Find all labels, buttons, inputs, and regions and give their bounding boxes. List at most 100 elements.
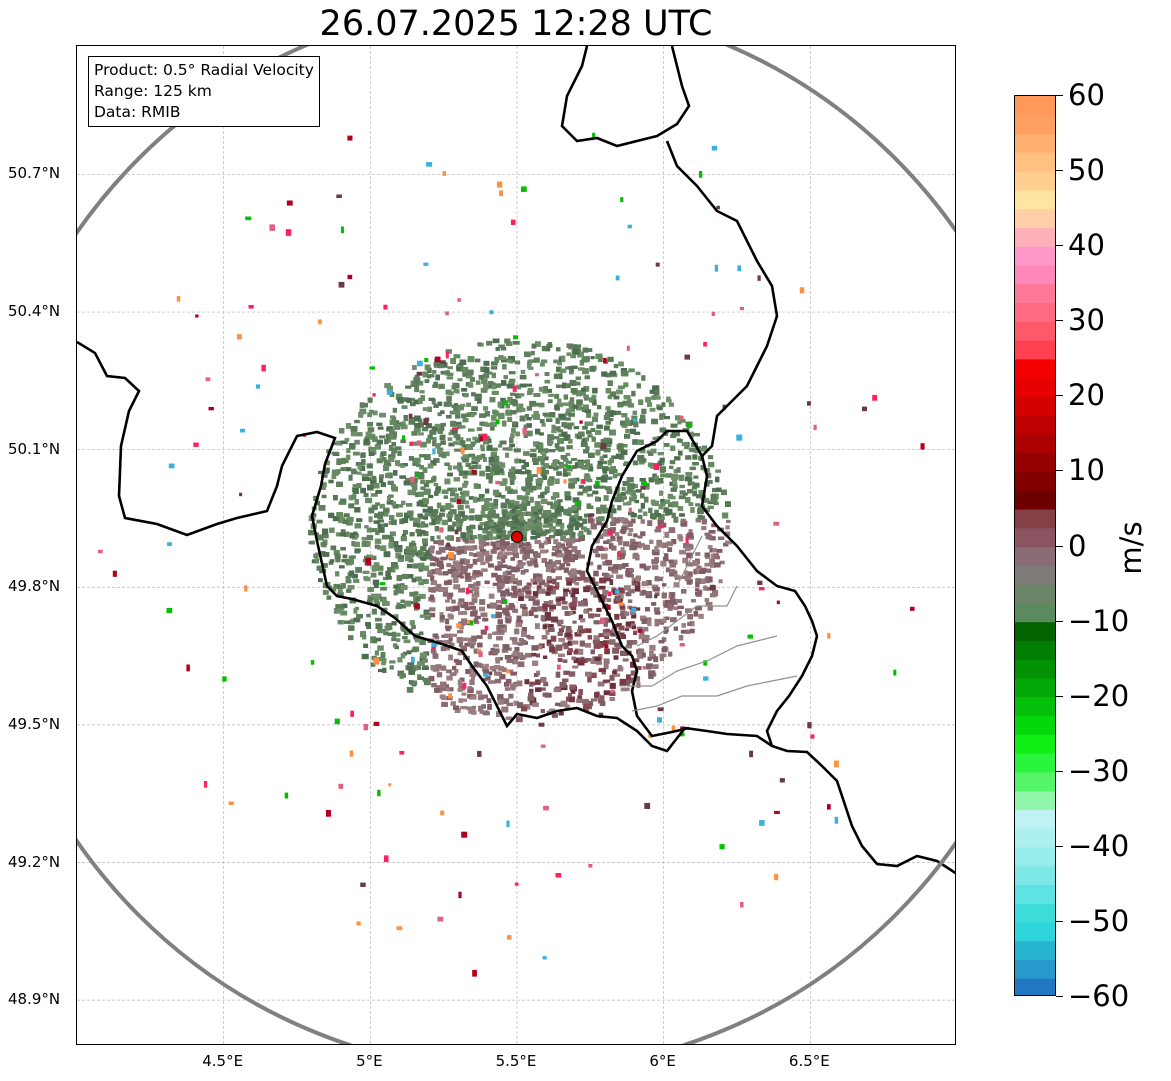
colorbar-tick-mark [1056,770,1063,772]
colorbar-segment [1015,171,1055,191]
colorbar-tick-mark [1056,470,1063,472]
radar-echo-field [98,132,925,977]
colorbar-segment [1015,302,1055,322]
national-border-south [77,340,955,875]
colorbar-tick-mark [1056,245,1063,247]
lat-tick-label: 50.7°N [8,164,61,183]
colorbar-label: m/s [1114,521,1148,575]
lat-tick-label: 49.2°N [8,852,61,871]
colorbar-segment [1015,189,1055,210]
colorbar-tick-label: −10 [1068,603,1130,638]
colorbar-tick-label: 30 [1068,303,1105,338]
colorbar-segment [1015,621,1055,641]
colorbar-segment [1015,584,1055,604]
info-source: Data: RMIB [94,103,181,121]
colorbar-tick-label: 40 [1068,228,1105,263]
lon-tick-label: 6.5°E [788,1052,830,1070]
colorbar-segment [1015,114,1055,135]
colorbar-tick-label: −20 [1068,678,1130,713]
colorbar-segment [1015,715,1055,735]
colorbar-segment [1015,433,1055,454]
colorbar-segment [1015,602,1055,623]
colorbar-segment [1015,752,1055,773]
colorbar-tick-mark [1056,170,1063,172]
colorbar-segment [1015,377,1055,397]
colorbar-segment [1015,471,1055,491]
colorbar-tick-mark [1056,95,1063,96]
colorbar-tick-label: −30 [1068,753,1130,788]
national-border-east [585,140,779,738]
colorbar-segment [1015,546,1055,566]
colorbar-segment [1015,508,1055,529]
colorbar-segment [1015,415,1055,435]
colorbar-tick-label: 60 [1068,78,1105,112]
colorbar-tick-label: −40 [1068,828,1130,863]
info-box: Product: 0.5° Radial Velocity Range: 125… [88,56,320,127]
info-product: Product: 0.5° Radial Velocity [94,61,314,79]
colorbar-segment [1015,340,1055,360]
colorbar-tick-mark [1056,395,1063,397]
lon-tick-label: 5°E [356,1052,383,1070]
colorbar-segment [1015,809,1055,829]
colorbar-tick-mark [1056,996,1063,997]
lat-tick-label: 50.4°N [8,302,61,321]
lat-tick-label: 48.9°N [8,990,61,1009]
colorbar-segment [1015,940,1055,961]
radar-map[interactable] [76,45,956,1045]
colorbar-tick-label: 20 [1068,378,1105,413]
colorbar-segment [1015,659,1055,679]
lon-tick-label: 5.5°E [495,1052,537,1070]
colorbar-segment [1015,208,1055,228]
colorbar-tick-mark [1056,620,1063,622]
colorbar-segment [1015,283,1055,304]
colorbar-segment [1015,640,1055,660]
colorbar-segment [1015,321,1055,341]
colorbar-tick-mark [1056,845,1063,847]
colorbar-segment [1015,978,1055,995]
colorbar-segment [1015,227,1055,247]
national-border-north [560,46,691,148]
colorbar-segment [1015,865,1055,885]
colorbar-tick-label: 50 [1068,153,1105,188]
colorbar-segment [1015,358,1055,379]
colorbar-segment [1015,790,1055,810]
colorbar [1014,95,1056,996]
colorbar-segment [1015,696,1055,717]
colorbar-segment [1015,846,1055,867]
radar-site-marker [511,530,523,543]
info-range: Range: 125 km [94,82,212,100]
colorbar-tick-label: −60 [1068,979,1130,1013]
colorbar-segment [1015,771,1055,792]
colorbar-segment [1015,734,1055,754]
admin-border [627,635,778,687]
colorbar-segment [1015,677,1055,698]
colorbar-segment [1015,396,1055,416]
lon-tick-label: 4.5°E [202,1052,244,1070]
admin-border [676,535,703,587]
colorbar-tick-mark [1056,545,1063,547]
colorbar-segment [1015,152,1055,172]
colorbar-tick-label: 10 [1068,453,1105,488]
map-canvas [77,46,955,1044]
colorbar-segment [1015,884,1055,904]
lat-tick-label: 50.1°N [8,439,61,458]
national-border-lux-east [700,455,819,747]
colorbar-segment [1015,264,1055,285]
colorbar-tick-label: −50 [1068,903,1130,938]
colorbar-segment [1015,828,1055,848]
colorbar-segment [1015,133,1055,153]
colorbar-segment [1015,96,1055,116]
colorbar-tick-mark [1056,695,1063,697]
colorbar-segment [1015,490,1055,510]
colorbar-segment [1015,565,1055,585]
colorbar-tick-mark [1056,320,1063,322]
colorbar-segment [1015,452,1055,473]
lat-tick-label: 49.5°N [8,714,61,733]
admin-border [636,585,738,647]
colorbar-gradient [1015,96,1055,995]
lon-tick-label: 6°E [649,1052,676,1070]
colorbar-segment [1015,921,1055,942]
colorbar-segment [1015,959,1055,979]
chart-title: 26.07.2025 12:28 UTC [319,4,713,44]
colorbar-segment [1015,903,1055,923]
